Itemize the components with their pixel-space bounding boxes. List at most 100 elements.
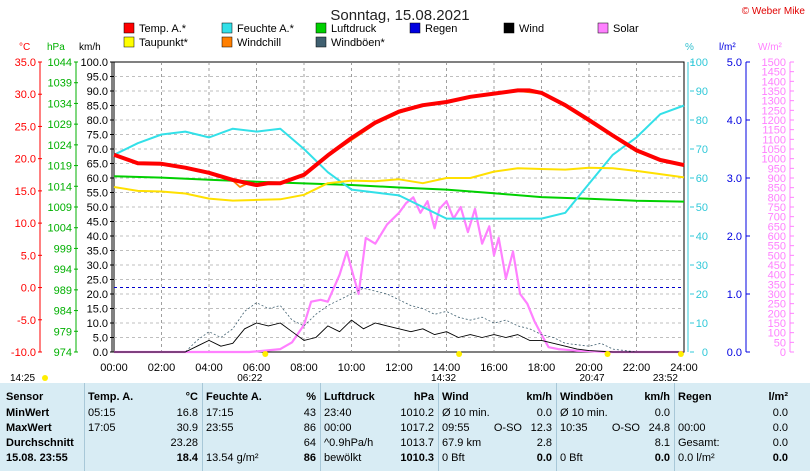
table-header: Regen	[678, 391, 712, 403]
wind-tick-label: 70.0	[87, 144, 108, 156]
table-cell-value: 0.0	[654, 452, 670, 464]
humidity-tick-label: 70	[696, 144, 708, 156]
x-tick-label: 18:00	[528, 362, 556, 374]
solar-tick-label: 1350	[762, 86, 786, 98]
sun-event-label: 20:47	[579, 373, 604, 383]
table-cell-time: 17:05	[88, 422, 116, 434]
legend-swatch	[409, 22, 421, 34]
x-tick-label: 16:00	[480, 362, 508, 374]
table-column-divider	[438, 383, 439, 471]
solar-unit-label: W/m²	[758, 42, 783, 53]
series-line-wind	[114, 319, 684, 353]
table-cell-time: 00:00	[324, 422, 352, 434]
temp-unit-label: °C	[19, 42, 30, 53]
summary-table: Sensor Temp. A. °C Feuchte A.% Luftdruck hPa W…	[0, 383, 810, 471]
table-cell-value: 1013.7	[400, 437, 434, 449]
humidity-tick-label: 100	[690, 57, 708, 69]
wind-tick-label: 50.0	[87, 202, 108, 214]
legend-label: Luftdruck	[331, 23, 377, 35]
legend-label: Windchill	[237, 37, 281, 49]
table-header: Wind	[442, 391, 469, 403]
table-cell-value: 0.0	[772, 407, 788, 419]
wind-tick-label: 90.0	[87, 86, 108, 98]
solar-tick-label: 600	[768, 231, 786, 243]
legend-label: Wind	[519, 23, 544, 35]
table-cell-time: 09:55	[442, 422, 470, 434]
pressure-tick-label: 1034	[48, 98, 72, 110]
x-tick-label: 10:00	[338, 362, 366, 374]
table-row-label: MinWert	[6, 407, 50, 419]
solar-tick-label: 350	[768, 279, 786, 291]
table-row-label: Durchschnitt	[6, 437, 74, 449]
solar-tick-label: 300	[768, 289, 786, 301]
temp-tick-label: 25.0	[15, 121, 36, 133]
table-cell-value: 1017.2	[400, 422, 434, 434]
legend-label: Regen	[425, 23, 457, 35]
table-cell-value: 0.0	[536, 407, 552, 419]
solar-tick-label: 200	[768, 308, 786, 320]
table-cell-time: 0 Bft	[560, 452, 583, 464]
chart-title: Sonntag, 15.08.2021	[330, 7, 469, 24]
table-column-divider	[674, 383, 675, 471]
wind-tick-label: 75.0	[87, 130, 108, 142]
legend-label: Windböen*	[331, 37, 386, 49]
rain-tick-label: 3.0	[727, 173, 742, 185]
temp-tick-label: 15.0	[15, 186, 36, 198]
wind-tick-label: 5.0	[93, 333, 108, 345]
table-header: Luftdruck	[324, 391, 375, 403]
table-column-divider	[84, 383, 85, 471]
series-line-taupunkt	[113, 166, 685, 202]
chart-legend: Temp. A.* Feuchte A.* Luftdruck Regen Wind So…	[123, 22, 639, 49]
table-row-label: MaxWert	[6, 422, 52, 434]
humidity-tick-label: 90	[696, 86, 708, 98]
legend-swatch	[315, 36, 327, 48]
table-cell-time: Ø 10 min.	[560, 407, 608, 419]
pressure-tick-label: 1024	[48, 140, 72, 152]
table-cell-time: Gesamt:	[678, 437, 720, 449]
humidity-tick-label: 50	[696, 202, 708, 214]
chart-axes: 35.0 30.0 25.0 20.0 15.0 10.0 5.0 0.0 -5.0 -10.0 1…	[11, 57, 794, 359]
temp-tick-label: 30.0	[15, 89, 36, 101]
table-cell-value: 12.3	[530, 422, 552, 434]
table-cell-value: 18.4	[176, 452, 198, 464]
x-tick-label: 24:00	[670, 362, 698, 374]
series-line-temp-a	[113, 88, 685, 188]
wind-tick-label: 100.0	[80, 57, 108, 69]
table-cell-value: 0.0	[772, 422, 788, 434]
table-cell-value: 30.9	[176, 422, 198, 434]
pressure-unit-label: hPa	[47, 42, 65, 53]
table-cell-time: Ø 10 min.	[442, 407, 490, 419]
humidity-tick-label: 60	[696, 173, 708, 185]
solar-tick-label: 650	[768, 221, 786, 233]
temp-tick-label: -5.0	[17, 315, 36, 327]
table-cell-value: 0.0	[772, 437, 788, 449]
pressure-tick-label: 989	[54, 285, 72, 297]
temp-tick-label: -10.0	[11, 347, 36, 359]
solar-tick-label: 800	[768, 192, 786, 204]
sun-event-label: 23:52	[653, 373, 678, 383]
table-cell-value: 0.0	[772, 452, 788, 464]
solar-tick-label: 1400	[762, 76, 786, 88]
wind-tick-label: 30.0	[87, 260, 108, 272]
sun-event-label: 14:32	[431, 373, 456, 383]
wind-tick-label: 85.0	[87, 101, 108, 113]
wind-tick-label: 45.0	[87, 217, 108, 229]
sun-marker-icon	[604, 351, 611, 357]
wind-tick-label: 10.0	[87, 318, 108, 330]
humidity-tick-label: 10	[696, 318, 708, 330]
table-cell-time: 05:15	[88, 407, 116, 419]
table-header-unit: °C	[185, 391, 198, 403]
copyright-label: © Weber Mike	[742, 6, 806, 17]
table-cell-time: 0.0 l/m²	[678, 452, 715, 464]
solar-tick-label: 150	[768, 318, 786, 330]
pressure-tick-label: 984	[54, 306, 72, 318]
solar-tick-label: 1500	[762, 57, 786, 69]
legend-label: Temp. A.*	[139, 23, 187, 35]
table-cell-value: 86	[303, 452, 316, 464]
legend-label: Taupunkt*	[139, 37, 189, 49]
pressure-tick-label: 1039	[48, 78, 72, 90]
sun-marker-icon	[677, 351, 684, 357]
table-cell-value: 8.1	[654, 437, 670, 449]
wind-tick-label: 0.0	[93, 347, 108, 359]
pressure-tick-label: 999	[54, 243, 72, 255]
